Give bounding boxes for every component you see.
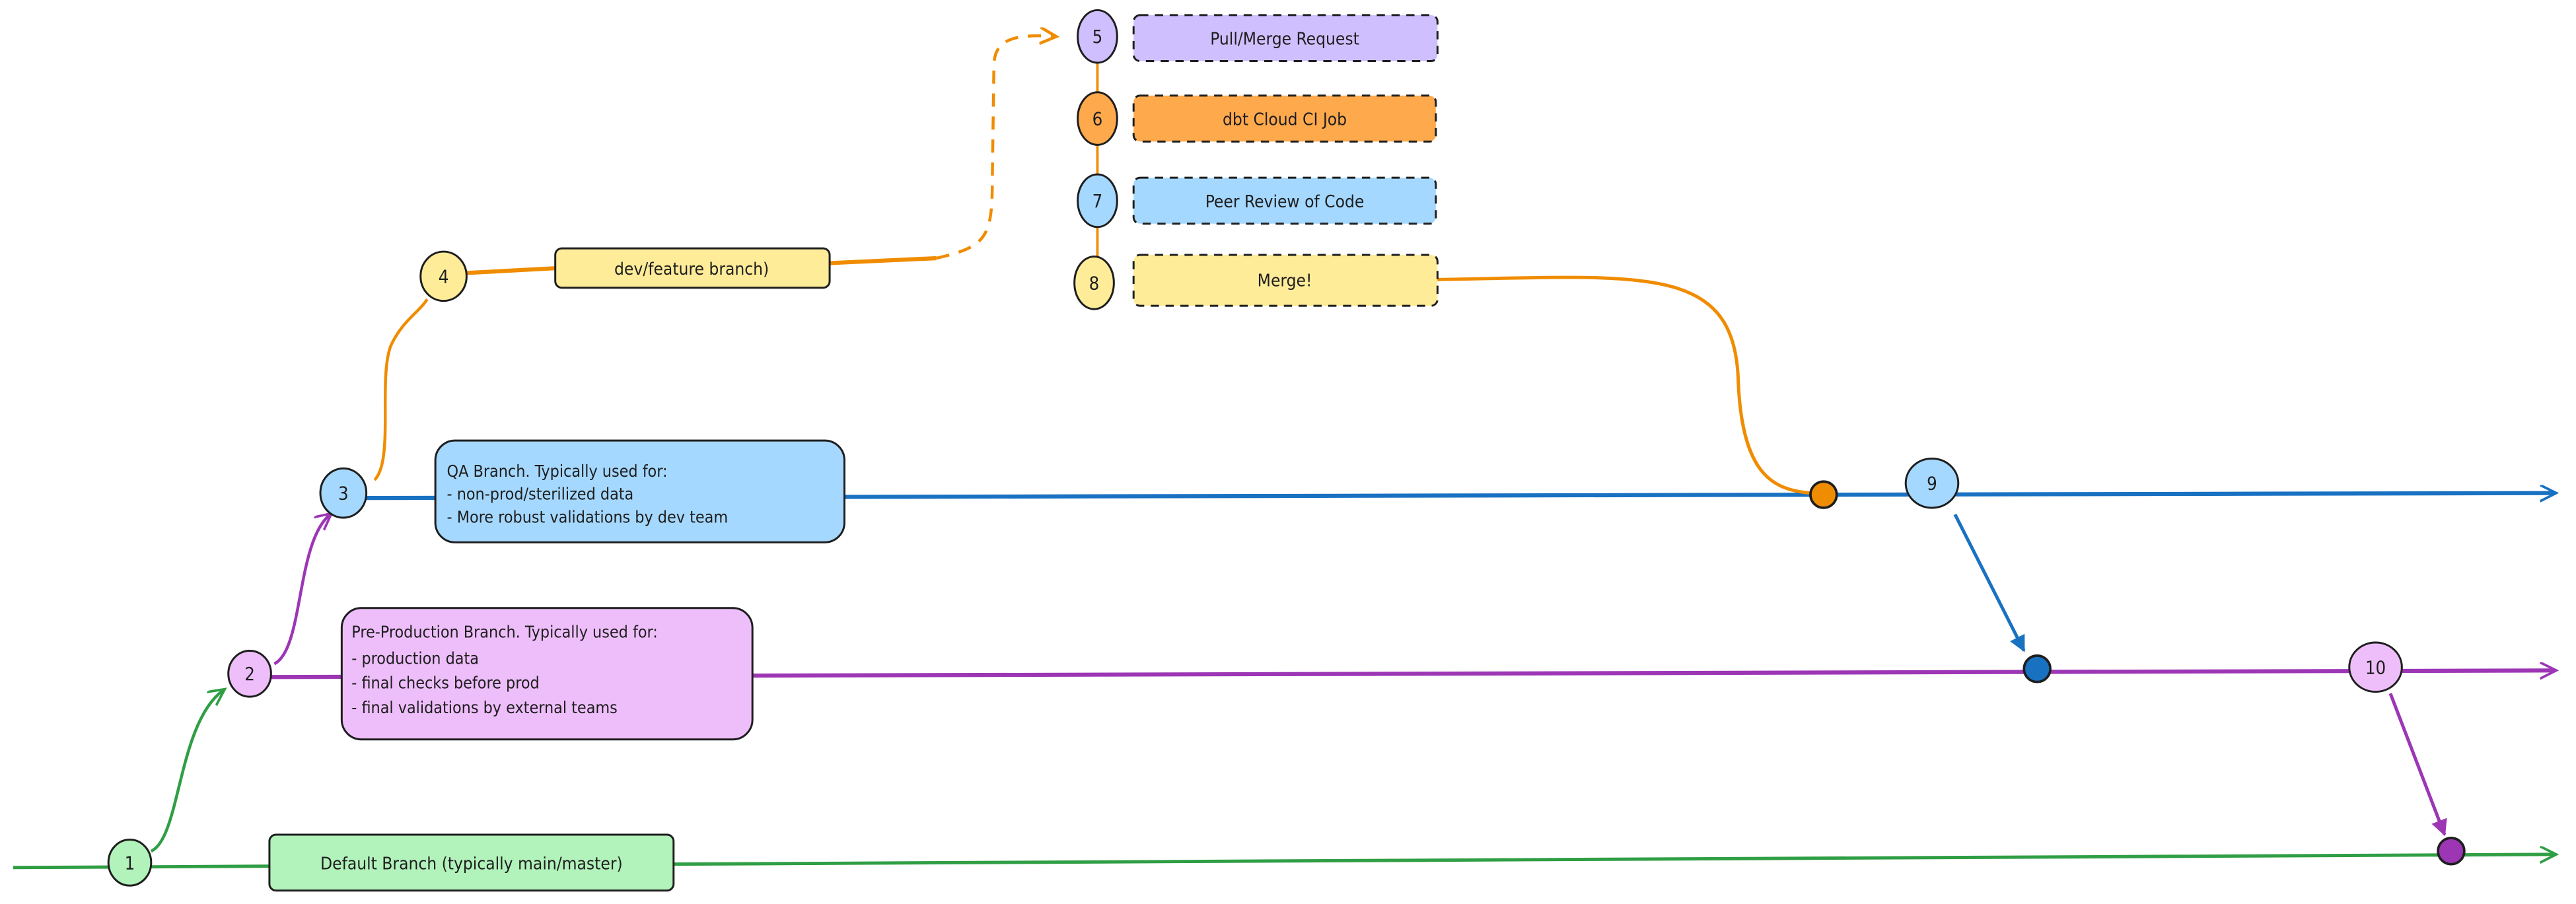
step-number: 1 <box>125 853 135 874</box>
feature-branch-box: dev/feature branch) <box>554 247 831 289</box>
main-to-preprod-arrow <box>150 690 223 852</box>
qa-item: - More robust validations by dev team <box>447 507 729 526</box>
step-node-4: 4 <box>419 250 468 302</box>
default-branch-label: Default Branch (typically main/master) <box>320 854 623 874</box>
ci-job-label: dbt Cloud CI Job <box>1223 110 1347 130</box>
feature-branch-label: dev/feature branch) <box>614 260 769 279</box>
default-branch-box: Default Branch (typically main/master) <box>268 833 675 892</box>
step-node-2: 2 <box>227 649 272 698</box>
step-number: 5 <box>1092 27 1103 48</box>
qa-to-feature-line <box>373 298 429 481</box>
merge-dot-purple <box>2437 837 2466 866</box>
peer-review-box: Peer Review of Code <box>1132 176 1437 225</box>
pull-request-box: Pull/Merge Request <box>1132 14 1439 63</box>
merge-box: Merge! <box>1132 254 1439 307</box>
qa-to-preprod-arrow <box>1953 513 2026 652</box>
preprod-to-qa-arrow <box>273 514 330 666</box>
step-node-1: 1 <box>107 838 153 887</box>
step-node-7: 7 <box>1077 173 1118 228</box>
peer-review-label: Peer Review of Code <box>1205 192 1365 212</box>
preprod-item: - final checks before prod <box>351 674 539 693</box>
merge-dot-orange <box>1809 480 1838 509</box>
preprod-item: - production data <box>351 648 479 668</box>
step-number: 3 <box>338 484 349 504</box>
feature-branch-line <box>466 256 937 275</box>
qa-title: QA Branch. Typically used for: <box>447 462 668 481</box>
preprod-to-main-arrow <box>2388 693 2447 837</box>
step-node-8: 8 <box>1073 256 1115 310</box>
step-number: 2 <box>244 664 255 685</box>
step-node-3: 3 <box>319 467 368 519</box>
step-node-10: 10 <box>2348 641 2403 693</box>
step-number: 4 <box>439 267 449 287</box>
step-node-5: 5 <box>1077 9 1118 64</box>
preprod-title: Pre-Production Branch. Typically used fo… <box>351 623 658 642</box>
step-node-9: 9 <box>1904 457 1960 509</box>
qa-box: QA Branch. Typically used for: - non-pro… <box>434 439 845 543</box>
step-number: 10 <box>2365 658 2386 678</box>
merge-to-qa-line <box>1437 275 1811 495</box>
ci-job-box: dbt Cloud CI Job <box>1132 94 1437 143</box>
merge-dot-blue <box>2022 654 2052 683</box>
step-number: 7 <box>1092 191 1103 212</box>
step-number: 6 <box>1092 110 1103 130</box>
feature-to-pr-dashed-arrow <box>936 36 1055 260</box>
merge-label: Merge! <box>1258 271 1312 291</box>
qa-item: - non-prod/sterilized data <box>447 485 634 504</box>
preprod-box: Pre-Production Branch. Typically used fo… <box>340 607 754 741</box>
preprod-item: - final validations by external teams <box>351 698 618 717</box>
pull-request-label: Pull/Merge Request <box>1210 30 1359 50</box>
step-node-6: 6 <box>1077 91 1118 146</box>
step-number: 8 <box>1089 273 1100 294</box>
step-number: 9 <box>1927 474 1937 495</box>
